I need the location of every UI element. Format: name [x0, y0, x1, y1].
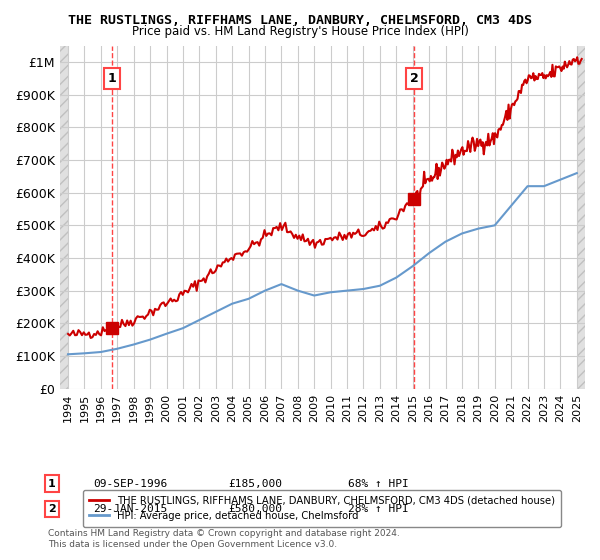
- Text: 1: 1: [48, 479, 56, 489]
- Text: 2: 2: [410, 72, 418, 85]
- Text: THE RUSTLINGS, RIFFHAMS LANE, DANBURY, CHELMSFORD, CM3 4DS: THE RUSTLINGS, RIFFHAMS LANE, DANBURY, C…: [68, 14, 532, 27]
- Text: 68% ↑ HPI: 68% ↑ HPI: [348, 479, 409, 489]
- Text: 29-JAN-2015: 29-JAN-2015: [93, 504, 167, 514]
- Bar: [60, 46, 68, 389]
- Text: Contains HM Land Registry data © Crown copyright and database right 2024.
This d: Contains HM Land Registry data © Crown c…: [48, 529, 400, 549]
- Text: £580,000: £580,000: [228, 504, 282, 514]
- Legend: THE RUSTLINGS, RIFFHAMS LANE, DANBURY, CHELMSFORD, CM3 4DS (detached house), HPI: THE RUSTLINGS, RIFFHAMS LANE, DANBURY, C…: [83, 489, 562, 526]
- Text: 28% ↑ HPI: 28% ↑ HPI: [348, 504, 409, 514]
- Text: Price paid vs. HM Land Registry's House Price Index (HPI): Price paid vs. HM Land Registry's House …: [131, 25, 469, 38]
- Text: £185,000: £185,000: [228, 479, 282, 489]
- Text: 1: 1: [108, 72, 116, 85]
- Text: 09-SEP-1996: 09-SEP-1996: [93, 479, 167, 489]
- Bar: [577, 46, 585, 389]
- Text: 2: 2: [48, 504, 56, 514]
